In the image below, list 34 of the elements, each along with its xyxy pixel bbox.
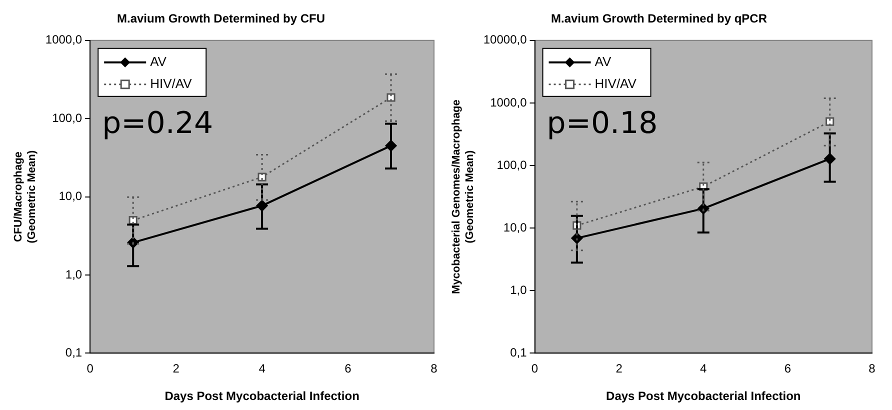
y-tick-label: 100,0 (52, 110, 82, 125)
x-tick-label: 4 (700, 362, 708, 376)
y-tick-label: 10000,0 (483, 32, 528, 47)
annotation: p=0.24 (102, 106, 214, 142)
point (826, 117, 834, 126)
legend-label: AV (594, 54, 612, 69)
chart-title: M.avium Growth Determined by CFU (116, 12, 326, 26)
y-tick-label: 1,0 (510, 282, 528, 297)
legend-label: HIV/AV (150, 76, 192, 91)
x-tick-label: 0 (531, 362, 538, 376)
y-tick-label: 10,0 (503, 220, 528, 234)
x-tick-label: 8 (430, 362, 438, 376)
y-tick-label: 100,0 (496, 158, 528, 172)
chart-title: M.avium Growth Determined by qPCR (550, 12, 768, 26)
legend-label: HIV/AV (594, 76, 637, 91)
y-tick-label: 0,1 (65, 346, 82, 360)
x-tick-label: 2 (172, 362, 180, 376)
x-tick-label: 2 (616, 362, 623, 376)
y-axis-title: CFU/Macrophage (Geometric Mean) (12, 150, 38, 244)
y-tick-label: 0,1 (510, 346, 528, 360)
y-tick-label: 1000,0 (45, 32, 82, 47)
legend-label: AV (150, 54, 167, 69)
x-tick-label: 8 (868, 362, 876, 376)
x-tick-label: 6 (784, 362, 792, 376)
x-tick-label: 0 (86, 362, 94, 376)
y-tick-label: 1,0 (65, 267, 82, 282)
y-axis-title: Mycobacterial Genomes/Macrophage (Geometric Mean) (450, 100, 476, 294)
x-axis-title: Days Post Mycobacterial Infection (606, 389, 801, 404)
x-tick-label: 4 (258, 362, 266, 376)
x-axis-title: Days Post Mycobacterial Infection (164, 389, 360, 404)
x-tick-label: 6 (344, 362, 352, 376)
y-tick-label: 10,0 (58, 189, 82, 204)
y-tick-label: 1000,0 (490, 95, 528, 110)
annotation: p=0.18 (546, 106, 658, 142)
